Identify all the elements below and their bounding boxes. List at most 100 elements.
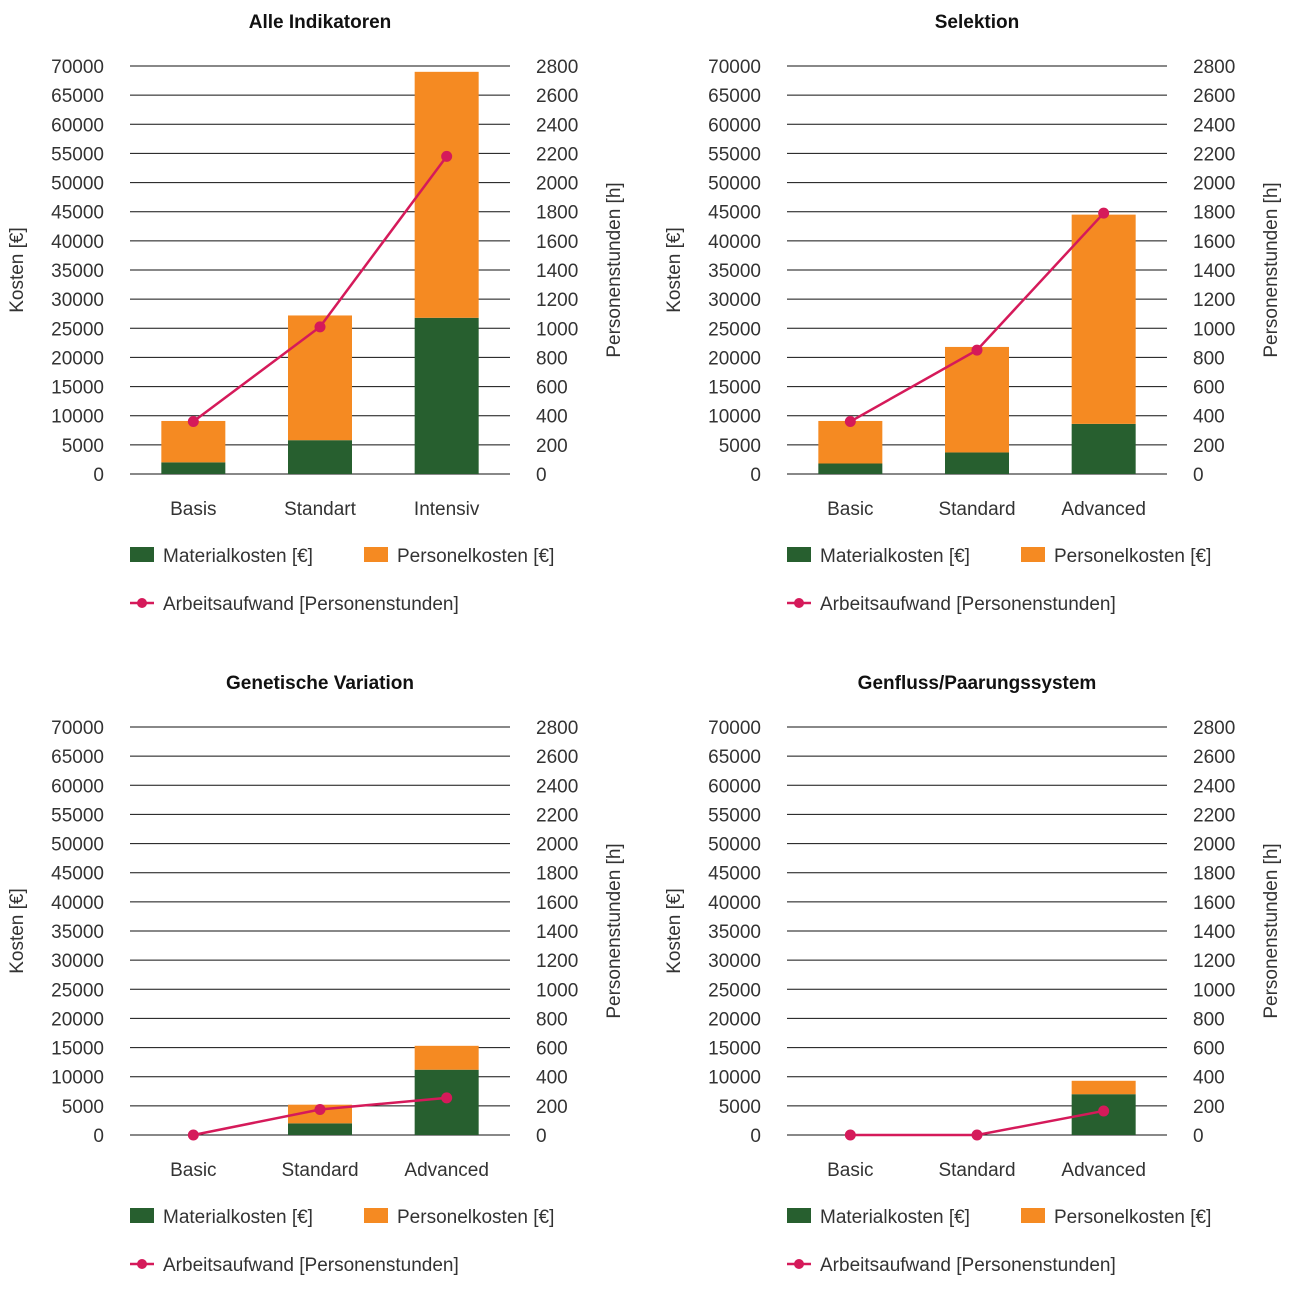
category-label: Advanced [1061, 499, 1146, 520]
y2-tick-label: 1200 [536, 290, 578, 311]
line-point [441, 150, 453, 162]
bar-personelkosten [1071, 1080, 1136, 1095]
bar-personelkosten [161, 420, 226, 463]
legend-swatch-personal [364, 547, 388, 562]
legend-label-material: Materialkosten [€] [820, 1207, 970, 1228]
legend-swatch-material [130, 547, 154, 562]
y-tick-label: 35000 [51, 261, 104, 282]
y2-tick-label: 400 [1193, 407, 1225, 428]
y2-tick-label: 600 [1193, 1039, 1225, 1060]
y-tick-label: 65000 [708, 86, 761, 107]
y2-tick-label: 1800 [536, 864, 578, 885]
y-tick-label: 0 [750, 465, 761, 486]
legend-label-personal: Personelkosten [€] [1054, 1207, 1211, 1228]
y-tick-label: 40000 [708, 232, 761, 253]
line-point [844, 416, 856, 428]
y2-tick-label: 1400 [1193, 922, 1235, 943]
y2-tick-label: 2600 [1193, 747, 1235, 768]
bar-materialkosten [818, 463, 883, 474]
y-tick-label: 10000 [51, 407, 104, 428]
legend-swatch-personal [1021, 1208, 1045, 1223]
y2-tick-label: 1000 [1193, 319, 1235, 340]
chart-panel-genetische-variation: Genetische Variation 0 0 5000 200 10000 400 150… [0, 661, 650, 1301]
y2-tick-label: 1600 [536, 893, 578, 914]
category-label: Advanced [404, 1160, 489, 1181]
bar-personelkosten [945, 346, 1009, 453]
y-axis-label: Kosten [€] [664, 227, 685, 313]
legend-swatch-line-marker [137, 598, 147, 608]
y2-tick-label: 2000 [536, 835, 578, 856]
bar-materialkosten [414, 317, 479, 474]
y-tick-label: 0 [93, 465, 104, 486]
legend-label-line: Arbeitsaufwand [Personenstunden] [163, 594, 459, 615]
y2-tick-label: 400 [536, 1068, 568, 1089]
y-tick-label: 45000 [708, 203, 761, 224]
y-tick-label: 35000 [708, 922, 761, 943]
category-label: Advanced [1061, 1160, 1146, 1181]
y2-tick-label: 2800 [1193, 57, 1235, 78]
y-tick-label: 25000 [708, 319, 761, 340]
y-tick-label: 50000 [708, 174, 761, 195]
y-tick-label: 65000 [51, 747, 104, 768]
legend-label-material: Materialkosten [€] [163, 1207, 313, 1228]
y2-tick-label: 1200 [1193, 290, 1235, 311]
y2-tick-label: 2000 [536, 174, 578, 195]
y2-tick-label: 600 [536, 378, 568, 399]
bar-personelkosten [288, 315, 352, 441]
chart-panel-selektion: Selektion 0 0 5000 200 10000 400 15000 600 20000 8… [657, 0, 1300, 640]
y-tick-label: 30000 [708, 951, 761, 972]
line-point [314, 1104, 326, 1115]
y2-axis-label: Personenstunden [h] [1261, 843, 1282, 1018]
y2-tick-label: 2200 [1193, 144, 1235, 165]
y-tick-label: 55000 [708, 144, 761, 165]
y2-tick-label: 1000 [536, 319, 578, 340]
y-tick-label: 45000 [708, 864, 761, 885]
bar-materialkosten [288, 1123, 352, 1135]
legend-label-personal: Personelkosten [€] [1054, 546, 1211, 567]
y2-tick-label: 200 [1193, 436, 1225, 457]
chart-title: Genfluss/Paarungssystem [858, 673, 1097, 694]
legend-label-material: Materialkosten [€] [820, 546, 970, 567]
y-tick-label: 10000 [708, 407, 761, 428]
y2-tick-label: 800 [536, 1009, 568, 1030]
y2-tick-label: 200 [1193, 1097, 1225, 1118]
y-tick-label: 70000 [708, 718, 761, 739]
legend-label-personal: Personelkosten [€] [397, 1207, 554, 1228]
y2-tick-label: 1400 [536, 261, 578, 282]
y2-axis-label: Personenstunden [h] [1261, 182, 1282, 357]
category-label: Basic [827, 499, 873, 520]
bar-materialkosten [288, 440, 352, 474]
y2-tick-label: 600 [1193, 378, 1225, 399]
y-tick-label: 65000 [708, 747, 761, 768]
y-tick-label: 25000 [51, 980, 104, 1001]
y2-tick-label: 1400 [1193, 261, 1235, 282]
chart-svg: Genfluss/Paarungssystem 0 0 5000 200 10000 400… [664, 673, 1282, 1276]
legend-label-material: Materialkosten [€] [163, 546, 313, 567]
chart-panel-genfluss: Genfluss/Paarungssystem 0 0 5000 200 10000 400… [657, 661, 1300, 1301]
y2-tick-label: 1600 [536, 232, 578, 253]
y-tick-label: 60000 [708, 776, 761, 797]
y-tick-label: 30000 [708, 290, 761, 311]
y2-tick-label: 2400 [1193, 776, 1235, 797]
y2-tick-label: 2200 [1193, 805, 1235, 826]
y2-tick-label: 400 [536, 407, 568, 428]
y-tick-label: 70000 [51, 57, 104, 78]
y-tick-label: 60000 [51, 776, 104, 797]
y-tick-label: 20000 [708, 348, 761, 369]
y-tick-label: 25000 [708, 980, 761, 1001]
y-tick-label: 45000 [51, 203, 104, 224]
y2-tick-label: 2800 [1193, 718, 1235, 739]
y2-tick-label: 2800 [536, 57, 578, 78]
y2-tick-label: 2800 [536, 718, 578, 739]
y-tick-label: 55000 [708, 805, 761, 826]
y-tick-label: 30000 [51, 951, 104, 972]
y-tick-label: 5000 [719, 1097, 761, 1118]
y-tick-label: 15000 [708, 1039, 761, 1060]
y2-tick-label: 200 [536, 436, 568, 457]
y2-tick-label: 600 [536, 1039, 568, 1060]
y-tick-label: 40000 [708, 893, 761, 914]
line-point [187, 416, 199, 428]
y2-tick-label: 400 [1193, 1068, 1225, 1089]
category-label: Basic [170, 1160, 216, 1181]
y2-tick-label: 0 [536, 1126, 547, 1147]
